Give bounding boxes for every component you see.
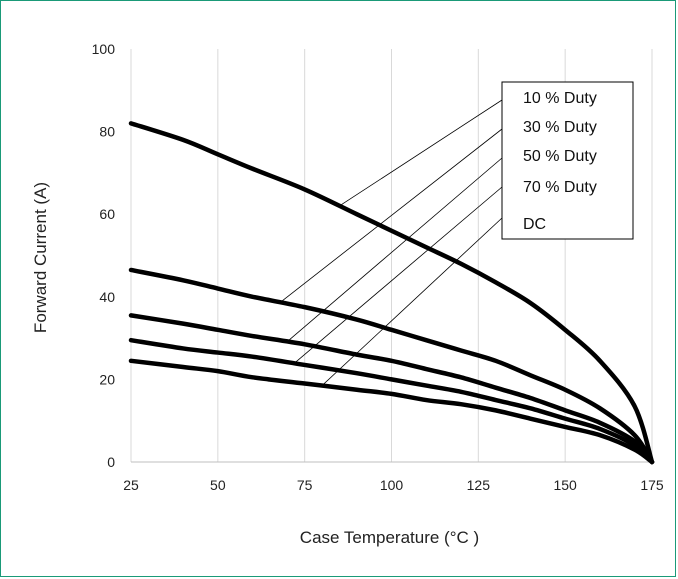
legend-label-1: 30 % Duty	[523, 119, 597, 136]
series-line-1	[128, 267, 655, 465]
x-tick-label-75: 75	[297, 477, 313, 493]
legend-box	[501, 81, 634, 240]
callout-line-2	[287, 157, 503, 342]
y-tick-label-80: 80	[99, 124, 115, 140]
legend-label-4: DC	[523, 216, 546, 233]
y-tick-label-40: 40	[99, 289, 115, 305]
legend-label-0: 10 % Duty	[523, 90, 597, 107]
callout-line-1	[280, 128, 503, 303]
y-tick-label-20: 20	[99, 371, 115, 387]
x-tick-label-100: 100	[380, 477, 404, 493]
x-tick-label-175: 175	[640, 477, 664, 493]
series-line-4	[128, 358, 655, 465]
series-line-3	[128, 337, 655, 465]
x-axis-title: Case Temperature (°C )	[300, 528, 479, 547]
y-tick-label-60: 60	[99, 206, 115, 222]
series-line-0	[128, 121, 655, 465]
x-tick-label-25: 25	[123, 477, 139, 493]
y-tick-label-100: 100	[92, 41, 116, 57]
y-axis-title: Forward Current (A)	[31, 182, 50, 333]
x-tick-label-150: 150	[553, 477, 577, 493]
legend-label-3: 70 % Duty	[523, 179, 597, 196]
x-tick-label-50: 50	[210, 477, 226, 493]
x-tick-label-125: 125	[467, 477, 491, 493]
legend-label-2: 50 % Duty	[523, 148, 597, 165]
y-tick-label-0: 0	[107, 454, 115, 470]
callout-line-0	[339, 99, 503, 207]
series-line-2	[128, 313, 655, 465]
callout-line-3	[293, 186, 503, 364]
callout-line-4	[321, 217, 503, 386]
